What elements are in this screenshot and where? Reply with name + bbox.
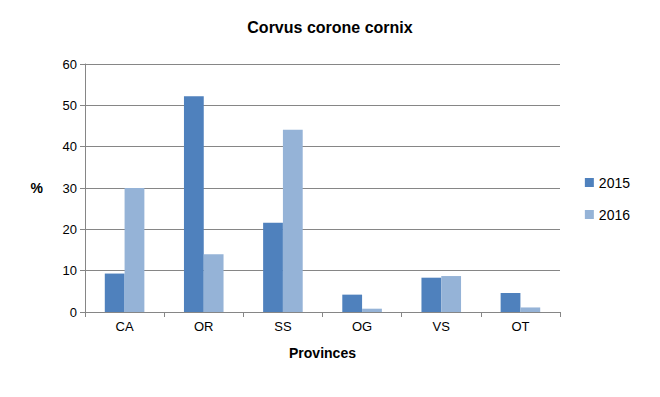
svg-text:VS: VS bbox=[433, 319, 451, 334]
svg-text:60: 60 bbox=[63, 57, 77, 72]
svg-text:OR: OR bbox=[194, 319, 214, 334]
svg-text:40: 40 bbox=[63, 139, 77, 154]
svg-text:Provinces: Provinces bbox=[289, 345, 356, 361]
svg-text:10: 10 bbox=[63, 263, 77, 278]
svg-text:50: 50 bbox=[63, 98, 77, 113]
svg-text:OT: OT bbox=[511, 319, 529, 334]
svg-text:0: 0 bbox=[70, 305, 77, 320]
svg-text:20: 20 bbox=[63, 222, 77, 237]
svg-text:30: 30 bbox=[63, 181, 77, 196]
svg-text:OG: OG bbox=[352, 319, 372, 334]
svg-text:Corvus corone cornix: Corvus corone cornix bbox=[247, 19, 412, 36]
svg-text:%: % bbox=[31, 180, 44, 196]
svg-text:2016: 2016 bbox=[599, 207, 630, 223]
svg-text:2015: 2015 bbox=[599, 175, 630, 191]
svg-text:SS: SS bbox=[274, 319, 292, 334]
svg-text:CA: CA bbox=[116, 319, 134, 334]
